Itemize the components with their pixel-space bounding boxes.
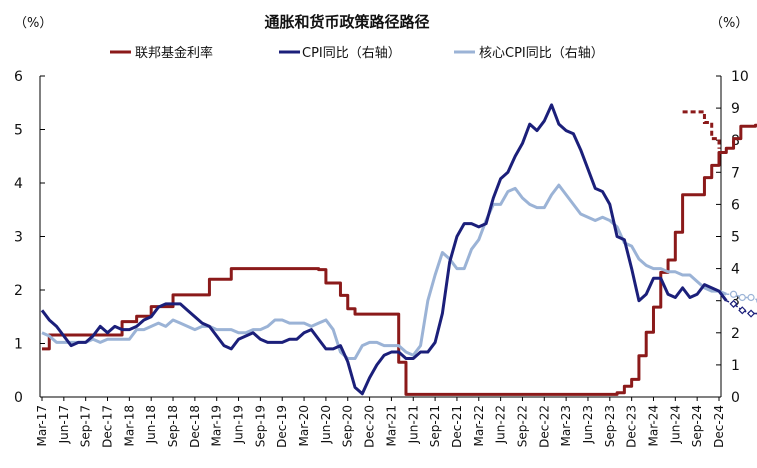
series-lines xyxy=(40,103,757,396)
left-tick-label: 1 xyxy=(14,337,23,353)
series-line-core-cpi xyxy=(41,183,727,360)
forecast-point-cpi xyxy=(729,299,738,308)
x-tick-label: Dec-21 xyxy=(450,405,464,448)
x-tick-label: Mar-21 xyxy=(384,405,398,446)
x-tick-label: Jun-23 xyxy=(581,405,595,444)
x-tick-label: Mar-17 xyxy=(35,405,49,446)
x-tick-label: Mar-22 xyxy=(472,405,486,446)
left-tick-label: 4 xyxy=(14,176,23,192)
x-tick-label: Sep-18 xyxy=(166,405,180,447)
legend: 联邦基金利率 CPI同比（右轴） 核心CPI同比（右轴） xyxy=(110,45,604,61)
right-tick-label: 3 xyxy=(731,294,740,310)
x-tick-label: Dec-23 xyxy=(625,405,639,448)
forecast-point-core-cpi xyxy=(738,293,746,302)
forecast-point-core-cpi xyxy=(747,293,755,302)
right-tick-label: 10 xyxy=(731,69,749,85)
x-tick-label: Jun-20 xyxy=(319,405,333,444)
left-axis-unit: （%） xyxy=(14,16,52,31)
right-axis-unit: （%） xyxy=(710,16,748,31)
right-tick-label: 9 xyxy=(731,101,740,117)
legend-label-fed-funds: 联邦基金利率 xyxy=(135,45,213,61)
right-tick-label: 6 xyxy=(731,197,740,213)
x-tick-label: Dec-19 xyxy=(275,405,289,448)
x-tick-label: Mar-24 xyxy=(646,405,660,446)
legend-label-cpi: CPI同比（右轴） xyxy=(302,46,401,61)
forecast-point-core-cpi xyxy=(729,290,738,298)
right-tick-label: 0 xyxy=(731,390,740,406)
x-tick-label: Dec-20 xyxy=(363,405,377,448)
x-tick-label: Dec-17 xyxy=(101,405,115,448)
x-tick-label: Sep-20 xyxy=(341,405,355,447)
x-axis-ticks: Mar-17 Jun-17 Sep-17 Dec-17 Mar-18 Jun-18 Sep-… xyxy=(35,397,726,448)
legend-label-core-cpi: 核心CPI同比（右轴） xyxy=(479,46,604,61)
x-tick-label: Mar-18 xyxy=(122,405,136,446)
x-tick-label: Jun-22 xyxy=(494,405,508,444)
left-tick-label: 3 xyxy=(14,230,23,246)
left-tick-label: 6 xyxy=(14,69,23,85)
right-tick-label: 2 xyxy=(731,326,740,342)
x-tick-label: Jun-21 xyxy=(406,405,420,444)
right-tick-label: 8 xyxy=(731,133,740,149)
x-tick-label: Jun-18 xyxy=(144,405,158,444)
forecast-point-cpi xyxy=(746,309,756,318)
left-tick-label: 2 xyxy=(14,283,23,299)
x-tick-label: Jun-24 xyxy=(668,405,682,444)
x-tick-label: Mar-20 xyxy=(297,405,311,446)
x-tick-label: Mar-23 xyxy=(559,405,573,446)
right-tick-label: 1 xyxy=(731,358,740,374)
series-line-cpi xyxy=(40,103,728,396)
right-axis-ticks: 0 1 2 3 4 5 6 7 8 9 10 xyxy=(716,69,749,406)
x-tick-label: Dec-18 xyxy=(188,405,202,448)
series-line-fed-funds xyxy=(42,123,757,396)
forecast-point-cpi xyxy=(738,306,747,315)
left-tick-label: 0 xyxy=(14,390,23,406)
x-tick-label: Mar-19 xyxy=(210,405,224,446)
x-tick-label: Sep-22 xyxy=(515,405,529,447)
x-tick-label: Jun-17 xyxy=(57,405,71,444)
x-tick-label: Jun-19 xyxy=(232,405,246,444)
right-tick-label: 7 xyxy=(731,165,740,181)
x-tick-label: Sep-17 xyxy=(79,405,93,447)
right-tick-label: 5 xyxy=(731,230,740,246)
left-axis-ticks: 0 1 2 3 4 5 6 xyxy=(14,69,45,406)
x-tick-label: Dec-24 xyxy=(712,405,726,448)
left-tick-label: 5 xyxy=(14,123,23,139)
chart-title: 通胀和货币政策路径路径 xyxy=(264,13,429,31)
x-tick-label: Dec-22 xyxy=(537,405,551,448)
forecast-line-fed-funds xyxy=(682,110,721,149)
x-tick-label: Sep-19 xyxy=(253,405,267,447)
right-tick-label: 4 xyxy=(731,262,740,278)
x-tick-label: Sep-24 xyxy=(690,405,704,447)
x-tick-label: Sep-21 xyxy=(428,405,442,447)
x-tick-label: Sep-23 xyxy=(603,405,617,447)
